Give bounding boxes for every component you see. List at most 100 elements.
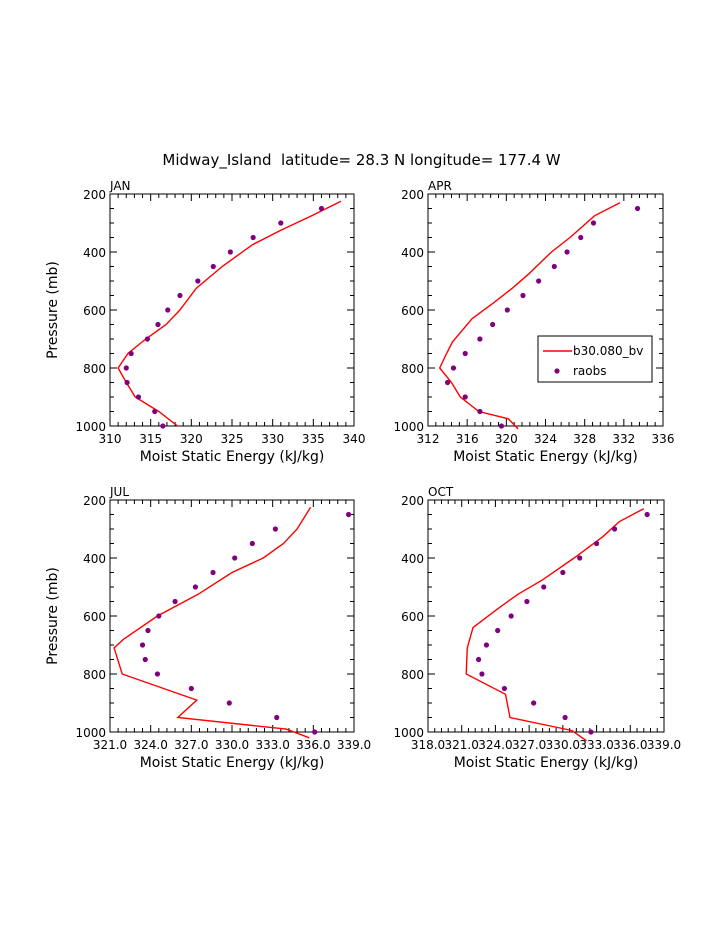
raobs-point [508,613,514,619]
panel-title: APR [428,179,452,193]
x-axis-label: Moist Static Energy (kJ/kg) [140,449,325,465]
raobs-point [477,336,483,342]
raobs-point [498,423,505,429]
raobs-point [318,205,325,212]
y-tick-label: 600 [83,304,106,318]
legend-model-label: b30.080_bv [573,344,643,358]
y-axis-label: Pressure (mb) [45,261,61,359]
x-tick-label: 330.0 [546,738,580,752]
panel-title: JAN [109,179,131,193]
raobs-point [644,511,650,518]
raobs-point [564,249,570,255]
y-tick-label: 400 [83,552,106,566]
x-tick-label: 339.0 [647,738,681,752]
y-tick-label: 1000 [75,420,106,434]
raobs-point [227,249,233,255]
raobs-point [560,569,566,576]
raobs-point [154,671,161,677]
model-line [438,202,621,430]
y-tick-label: 200 [401,188,424,202]
raobs-point [634,205,641,212]
plot-frame [109,193,355,427]
raobs-point [477,408,483,415]
x-tick-label: 316 [456,432,479,446]
panels: JAN 310 315 320 325 330 335 340 200 400 600 800 1000… [45,179,681,771]
x-tick-label: 332 [612,432,635,446]
raobs-point [172,598,178,605]
raobs-point [128,350,134,357]
y-tick-label: 600 [83,610,106,624]
raobs-point [195,278,201,284]
x-tick-label: 318.0 [411,738,445,752]
raobs-point [590,220,597,226]
raobs-point [562,714,568,721]
y-tick-label: 200 [83,188,106,202]
x-axis-label: Moist Static Energy (kJ/kg) [140,755,325,771]
panel-apr: APR 312 316 320 324 328 332 336 200 400 600 800 1000… [393,179,674,465]
raobs-point [278,220,284,226]
figure-title: Midway_Island latitude= 28.3 N longitude… [162,151,560,170]
x-tick-label: 336.0 [296,738,330,752]
plot-frame [427,193,664,427]
raobs-point [531,700,537,706]
raobs-point [524,598,530,605]
y-tick-label: 600 [401,304,424,318]
raobs-point [462,394,468,400]
y-tick-label: 800 [401,668,424,682]
x-tick-label: 320 [495,432,518,446]
x-tick-label: 336.0 [613,738,647,752]
x-tick-label: 324 [534,432,557,446]
raobs-point [444,379,451,386]
raobs-point [345,511,352,518]
raobs-point [142,656,148,663]
raobs-point [123,365,129,371]
raobs-point [135,394,142,400]
raobs-point [578,234,584,241]
x-tick-label: 339.0 [337,738,371,752]
raobs-point [551,263,557,270]
x-tick-label: 330.0 [215,738,249,752]
model-line [113,506,312,739]
raobs-point [588,729,594,735]
legend-raobs-swatch [554,368,560,374]
x-tick-label: 312 [417,432,440,446]
plot-frame [427,499,665,733]
y-tick-label: 800 [83,668,106,682]
raobs-point [177,292,183,299]
raobs-point [536,278,542,284]
raobs-point [210,263,216,270]
raobs-point [520,292,526,299]
y-tick-label: 200 [401,494,424,508]
raobs-point [152,408,158,415]
y-tick-label: 800 [401,362,424,376]
raobs-point [312,729,318,735]
x-axis-label: Moist Static Energy (kJ/kg) [453,449,638,465]
raobs-point [232,555,238,561]
raobs-point [210,569,216,576]
model-line [465,508,645,742]
raobs-point [462,350,468,357]
raobs-point [272,526,278,532]
x-tick-label: 321.0 [93,738,127,752]
x-tick-label: 333.0 [579,738,613,752]
panel-oct: OCT 318.0 321.0 324.0 327.0 330.0 333.0 336.0 33… [393,485,681,771]
y-tick-label: 200 [83,494,106,508]
x-tick-label: 321.0 [445,738,479,752]
x-tick-label: 333.0 [255,738,289,752]
legend-box [537,335,653,383]
plot-frame [109,499,355,733]
x-tick-label: 330 [261,432,284,446]
model-line [117,200,342,427]
y-tick-label: 1000 [393,420,424,434]
panel-jan: JAN 310 315 320 325 330 335 340 200 400 600 800 1000… [45,179,365,465]
raobs-point [541,584,547,590]
x-tick-label: 336 [652,432,675,446]
y-tick-label: 600 [401,610,424,624]
raobs-point [495,627,501,634]
x-tick-label: 315 [139,432,162,446]
raobs-point [139,642,146,648]
y-tick-label: 400 [401,552,424,566]
raobs-point [124,379,130,386]
raobs-point [475,656,482,663]
y-tick-label: 800 [83,362,106,376]
